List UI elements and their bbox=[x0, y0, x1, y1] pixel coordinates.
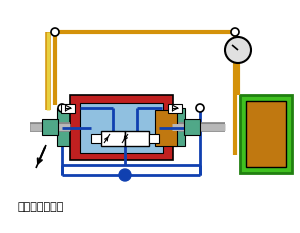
Bar bbox=[168, 104, 182, 113]
Bar bbox=[155, 110, 177, 146]
Circle shape bbox=[119, 169, 131, 181]
Circle shape bbox=[225, 37, 251, 63]
Bar bbox=[246, 101, 286, 167]
Circle shape bbox=[58, 104, 66, 112]
Text: 需增压气体入口: 需增压气体入口 bbox=[18, 202, 64, 212]
Bar bbox=[80, 103, 163, 153]
Bar bbox=[42, 119, 58, 135]
Circle shape bbox=[196, 104, 204, 112]
Bar bbox=[240, 95, 292, 173]
Bar bbox=[61, 104, 75, 113]
Bar bbox=[57, 108, 70, 146]
Bar bbox=[172, 108, 185, 146]
Bar bbox=[125, 131, 149, 146]
Bar bbox=[184, 119, 200, 135]
Bar bbox=[101, 131, 125, 146]
Bar bbox=[70, 95, 173, 160]
Circle shape bbox=[51, 28, 59, 36]
Bar bbox=[149, 134, 159, 143]
Circle shape bbox=[231, 28, 239, 36]
Bar bbox=[91, 134, 101, 143]
